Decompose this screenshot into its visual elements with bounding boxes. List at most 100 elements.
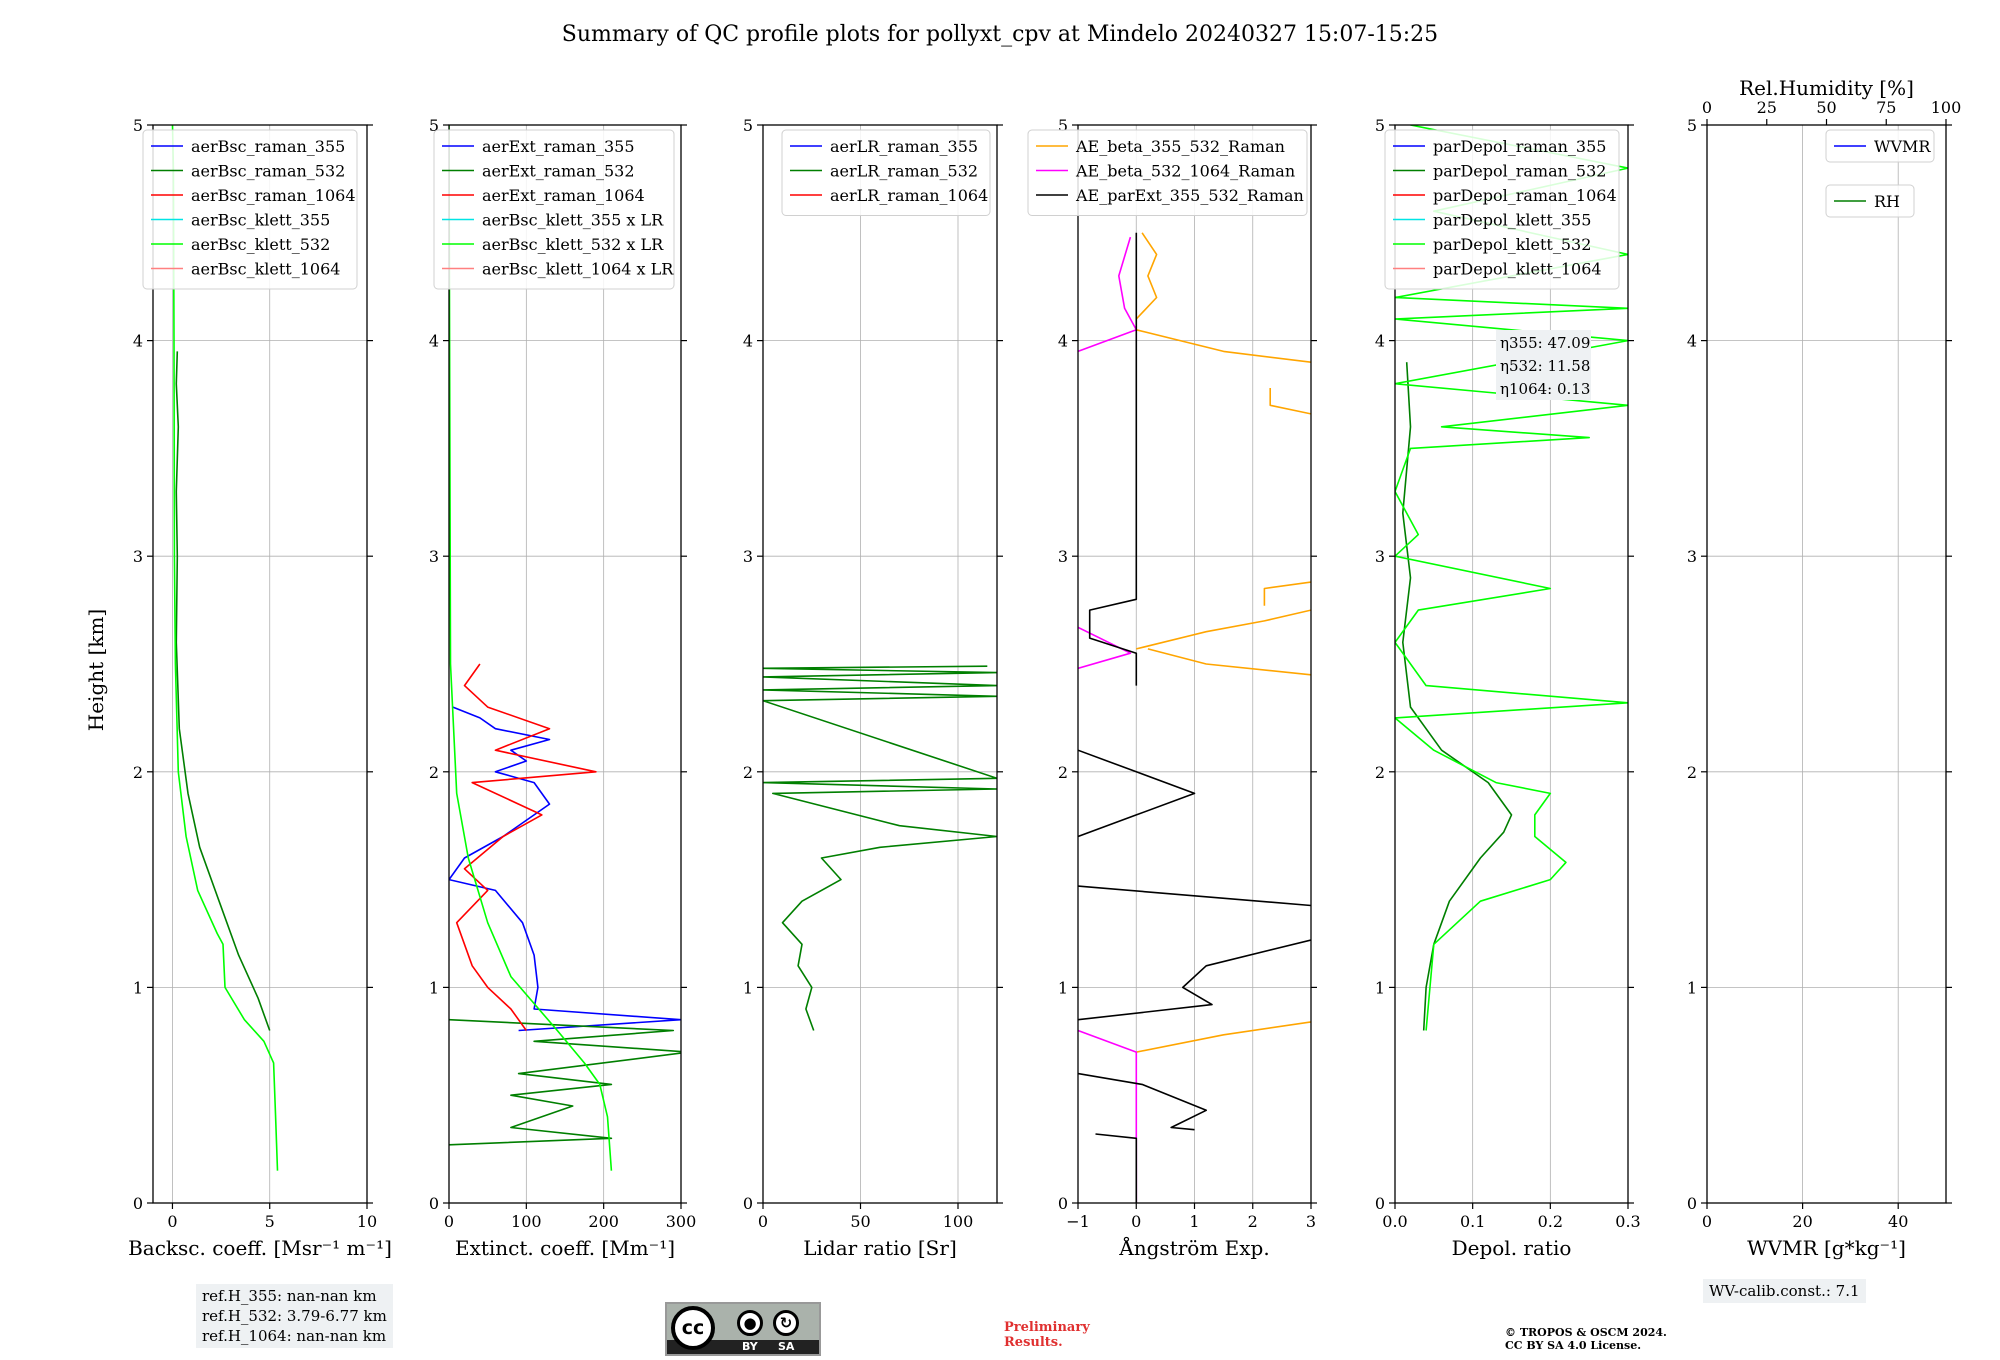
axes-frame [448,124,682,1204]
y-tick-label: 0 [429,1194,439,1213]
y-tick-label: 5 [1375,116,1385,135]
x-tick-label: 0.1 [1460,1212,1485,1231]
x-axis-label: Ångström Exp. [1118,1235,1269,1260]
series-line-AE_parExt_355_532_Raman [1078,232,1311,1203]
legend-box [1027,129,1308,216]
preliminary-line-1: Preliminary [1004,1320,1090,1335]
cc-license-badge[interactable]: cc ● ↻ BY SA [665,1302,821,1356]
y-tick-label: 1 [1375,978,1385,997]
legend-box [1384,129,1620,290]
x-tick-label: −1 [1066,1212,1090,1231]
x-axis-label: Depol. ratio [1452,1236,1572,1260]
y-tick-label: 3 [1687,547,1697,566]
x-tick-label: 0 [758,1212,768,1231]
legend-label: aerBsc_raman_355 [191,137,345,156]
axes-frame [152,124,368,1204]
y-tick-label: 2 [429,763,439,782]
series-line-AE_beta_355_532_Raman [1135,232,1311,1053]
y-tick-label: 5 [743,116,753,135]
series-line-parDepol_raman_532 [1402,362,1513,1031]
y-tick-label: 4 [429,332,439,351]
legend-label: aerBsc_klett_355 [191,211,330,230]
y-tick-label: 4 [1687,332,1697,351]
legend-label: parDepol_raman_1064 [1433,186,1617,205]
panel-3: 0 50 100 0 1 2 3 4 5 Lidar ratio [Sr] aerLR_raman_… [743,116,1003,1260]
y-tick-label: 5 [429,116,439,135]
panel-2: 0 100 200 300 0 1 2 3 4 5 Extinct. coeff. [Mm⁻¹] ae… [429,116,696,1260]
legend-box [142,129,358,290]
top-x-axis-label: Rel.Humidity [%] [1739,76,1914,100]
x-tick-label: 10 [357,1212,377,1231]
y-tick-label: 3 [1375,547,1385,566]
legend-label: aerBsc_klett_355 x LR [482,211,664,230]
axes-frame [762,124,998,1204]
wv-calib-box: WV-calib.const.: 7.1 [1703,1279,1866,1303]
y-tick-label: 2 [1058,763,1068,782]
x-tick-label: 50 [850,1212,870,1231]
series-line-aerBsc_klett_532 [171,125,279,1171]
x-tick-label: 0 [167,1212,177,1231]
top-x-tick-label: 100 [1931,98,1962,117]
x-tick-label: 0 [444,1212,454,1231]
legend-label: RH [1874,192,1900,211]
legend-label: aerExt_raman_1064 [482,186,645,205]
legend-label: AE_beta_355_532_Raman [1075,137,1285,156]
y-tick-label: 1 [743,978,753,997]
y-tick-label: 2 [1375,763,1385,782]
x-tick-label: 100 [511,1212,542,1231]
legend-label: parDepol_klett_1064 [1433,260,1602,279]
y-tick-label: 1 [429,978,439,997]
x-tick-label: 0.2 [1538,1212,1563,1231]
x-tick-label: 40 [1888,1212,1908,1231]
y-tick-label: 3 [1058,547,1068,566]
y-axis-label: Height [km] [84,609,108,731]
copyright-line-2: CC BY SA 4.0 License. [1505,1339,1642,1352]
panel-1: 0 5 10 0 1 2 3 4 5 Backsc. coeff. [Msr⁻¹ m⁻¹] aerB… [128,116,392,1260]
cc-icon: cc [671,1306,715,1350]
legend-label: aerExt_raman_532 [482,162,635,181]
series-line-aerBsc_klett_532 x LR [449,125,613,1171]
y-tick-label: 0 [1375,1194,1385,1213]
wv-calib-const: WV-calib.const.: 7.1 [1709,1282,1860,1300]
legend-box [781,129,991,216]
legend-label: aerBsc_klett_532 [191,235,330,254]
series-line-aerExt_raman_355 [449,706,681,1032]
x-tick-label: 0.0 [1382,1212,1407,1231]
y-tick-label: 0 [133,1194,143,1213]
refh-532: ref.H_532: 3.79-6.77 km [202,1307,387,1325]
panel-6: 0 20 40 0 1 2 3 4 5 WVMR [g*kg⁻¹] 0 25 50 75 100 Rel.Hu… [1687,76,1961,1260]
panel-5: 0.0 0.1 0.2 0.3 0 1 2 3 4 5 Depol. ratio parDepol_r… [1375,116,1641,1260]
y-tick-label: 4 [1375,332,1385,351]
refh-355: ref.H_355: nan-nan km [202,1287,377,1305]
copyright-note: © TROPOS & OSCM 2024. CC BY SA 4.0 Licen… [1505,1326,1667,1352]
legend-label: aerBsc_klett_1064 [191,260,340,279]
x-axis-label: Lidar ratio [Sr] [803,1236,957,1260]
preliminary-line-2: Results. [1004,1335,1063,1350]
cc-by-label: BY [742,1340,758,1353]
legend-label: aerBsc_klett_1064 x LR [482,260,674,279]
legend-box [1825,184,1915,218]
x-axis-label: Backsc. coeff. [Msr⁻¹ m⁻¹] [128,1236,392,1260]
top-x-tick-label: 0 [1702,98,1712,117]
y-tick-label: 5 [1058,116,1068,135]
y-tick-label: 0 [1058,1194,1068,1213]
refh-1064: ref.H_1064: nan-nan km [202,1327,387,1345]
legend-label: aerBsc_raman_532 [191,162,345,181]
y-tick-label: 4 [1058,332,1068,351]
y-tick-label: 0 [743,1194,753,1213]
y-tick-label: 4 [133,332,143,351]
series-line-AE_beta_532_1064_Raman [1078,236,1138,1203]
legend-box [433,129,675,290]
x-tick-label: 200 [588,1212,619,1231]
legend-label: aerExt_raman_355 [482,137,635,156]
y-tick-label: 2 [743,763,753,782]
depol-calib-box [1496,330,1591,400]
legend-box [1825,129,1935,163]
y-tick-label: 1 [133,978,143,997]
y-tick-label: 2 [133,763,143,782]
x-tick-label: 300 [666,1212,697,1231]
series-line-aerExt_raman_532 [449,1018,681,1146]
y-tick-label: 3 [743,547,753,566]
